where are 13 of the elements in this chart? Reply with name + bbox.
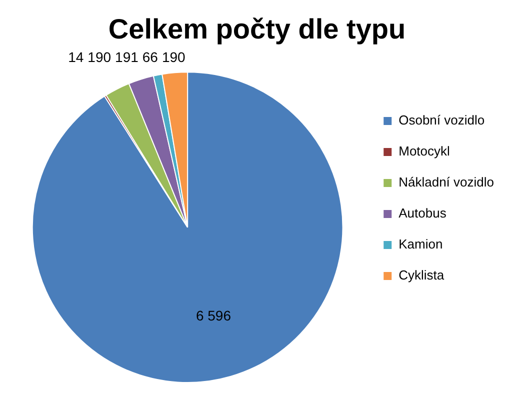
legend-label: Autobus bbox=[398, 206, 447, 221]
legend-label: Osobní vozidlo bbox=[398, 112, 485, 128]
legend-label: Motocykl bbox=[398, 144, 450, 159]
data-label: 190 bbox=[88, 48, 112, 65]
legend-label: Nákladní vozidlo bbox=[398, 174, 494, 190]
data-label: 191 bbox=[115, 48, 139, 65]
data-label: 6 596 bbox=[196, 308, 232, 324]
data-label: 66 bbox=[142, 48, 158, 65]
legend-label: Cyklista bbox=[398, 268, 445, 283]
legend-label: Kamion bbox=[398, 236, 443, 252]
data-label: 14 bbox=[68, 48, 84, 65]
data-label: 190 bbox=[162, 48, 186, 65]
chart-title: Celkem počty dle typu bbox=[108, 14, 406, 45]
